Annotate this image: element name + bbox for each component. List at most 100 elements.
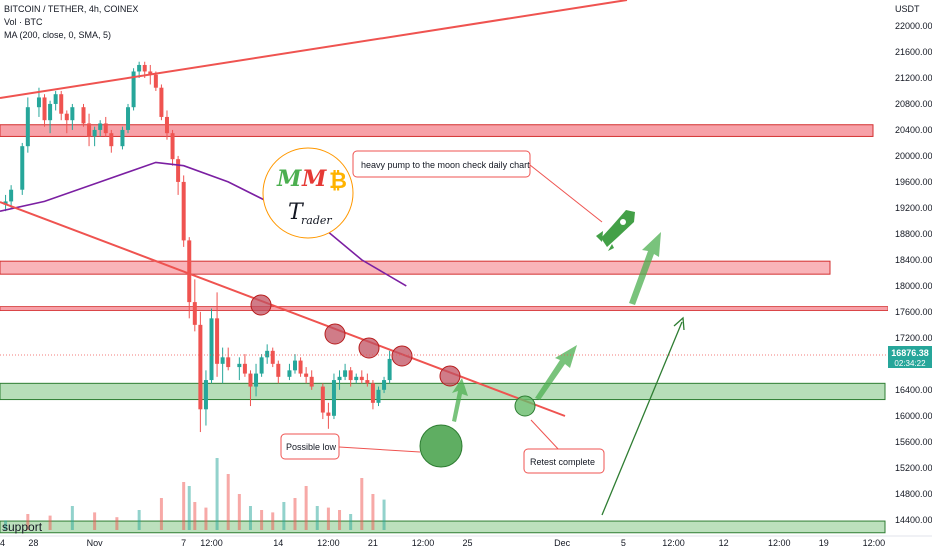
up-arrow: [452, 378, 468, 422]
callout-connector: [338, 446, 421, 453]
price-tick-label: 19600.00: [895, 177, 932, 187]
price-axis-background: [888, 0, 932, 536]
price-tick-label: 14400.00: [895, 515, 932, 525]
candle-body: [370, 383, 375, 403]
volume-bar: [360, 478, 364, 530]
touch-circle: [439, 365, 461, 387]
volume-bar: [159, 498, 163, 530]
logo-ring: [262, 147, 354, 239]
candle-body: [309, 376, 314, 387]
volume-bar: [182, 482, 186, 530]
volume-bar: [282, 502, 286, 530]
volume-bar: [326, 507, 330, 530]
candle-body: [331, 380, 336, 416]
volume-bar: [215, 458, 219, 530]
volume-bar: [115, 517, 119, 530]
logo-word-rader: rader: [301, 214, 332, 227]
candle-body: [53, 94, 58, 104]
callout-connector: [530, 419, 561, 452]
support-label: support: [2, 520, 43, 534]
price-tick-label: 17200.00: [895, 333, 932, 343]
price-tick-label: 16400.00: [895, 385, 932, 395]
resistance-line: [0, 306, 889, 312]
candle-body: [3, 201, 8, 205]
volume-bar: [237, 494, 241, 530]
time-tick-label: 19: [819, 538, 829, 548]
price-tick-label: 18000.00: [895, 281, 932, 291]
candle-body: [170, 133, 175, 160]
candle-body: [215, 318, 220, 364]
candle-body: [287, 370, 292, 377]
volume-bar: [226, 474, 230, 530]
price-tick-label: 20400.00: [895, 125, 932, 135]
volume-bar: [315, 506, 319, 530]
price-tick-label: 16000.00: [895, 411, 932, 421]
resistance-zone-lower: [0, 260, 831, 275]
candle-body: [109, 133, 114, 147]
price-tick-label: 21200.00: [895, 73, 932, 83]
volume-bar: [93, 512, 97, 530]
touch-circle: [391, 345, 413, 367]
candle-body: [48, 103, 53, 121]
volume-bar: [293, 498, 297, 530]
price-tick-label: 18800.00: [895, 229, 932, 239]
candle-body: [176, 159, 181, 182]
candle-body: [87, 123, 92, 137]
volume-legend: Vol · BTC: [4, 17, 43, 27]
candle-body: [103, 123, 108, 134]
volume-bar: [349, 514, 353, 530]
candle-body: [120, 129, 125, 147]
descending-trendline: [0, 201, 566, 417]
candle-body: [254, 373, 259, 387]
candle-body: [181, 181, 186, 241]
candle-body: [365, 380, 370, 384]
candle-body: [64, 113, 69, 121]
volume-bar: [248, 506, 252, 530]
candle-body: [320, 386, 325, 413]
volume-bar: [204, 507, 208, 530]
price-tick-label: 22000.00: [895, 21, 932, 31]
projection-line: [601, 321, 683, 516]
pump-callout-box: [352, 150, 531, 178]
candle-body: [220, 357, 225, 364]
currency-label: USDT: [895, 4, 920, 14]
retest-label: Retest complete: [530, 457, 595, 467]
bottom-support-zone: [0, 520, 886, 534]
volume-bar: [260, 510, 264, 530]
candle-body: [42, 97, 47, 121]
candle-body: [192, 302, 197, 325]
candle-body: [265, 350, 270, 358]
price-tick-label: 15200.00: [895, 463, 932, 473]
volume-bar: [137, 510, 141, 530]
retest-circle: [514, 395, 536, 417]
candle-body: [348, 370, 353, 381]
pump-note: heavy pump to the moon check daily chart: [361, 160, 530, 170]
candle-body: [164, 116, 169, 134]
retest-callout-box: [523, 448, 605, 474]
possible-low-label: Possible low: [286, 442, 337, 452]
candle-body: [304, 373, 309, 377]
candle-body: [376, 389, 381, 403]
candle-body: [59, 94, 64, 114]
candle-body: [137, 64, 142, 72]
bar-countdown: 02:34:22: [894, 359, 926, 368]
volume-bar: [193, 502, 197, 530]
time-tick-label: 21: [368, 538, 378, 548]
price-tick-label: 21600.00: [895, 47, 932, 57]
candle-body: [326, 412, 331, 416]
ma-legend: MA (200, close, 0, SMA, 5): [4, 30, 112, 40]
last-price-value: 16876.38: [891, 348, 929, 358]
candle-body: [142, 64, 147, 72]
volume-bar: [70, 506, 74, 530]
candle-body: [159, 87, 164, 117]
possible-low-callout-box: [280, 433, 340, 460]
volume-bar: [338, 510, 342, 530]
support-zone: [0, 382, 886, 401]
candle-body: [209, 318, 214, 381]
candle-body: [203, 380, 208, 410]
candle-body: [343, 370, 348, 377]
time-tick-label: 12:00: [200, 538, 223, 548]
time-tick-label: 12: [719, 538, 729, 548]
